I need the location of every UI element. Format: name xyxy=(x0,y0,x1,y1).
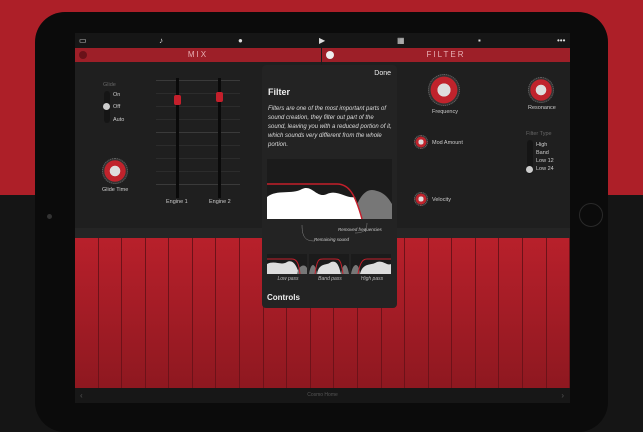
filter-help-popover: Done Filter Filters are one of the most … xyxy=(262,65,397,308)
piano-key[interactable] xyxy=(145,238,170,388)
glide-label: Glide xyxy=(103,82,116,88)
filter-type-thumb[interactable] xyxy=(526,166,533,173)
glide-auto[interactable]: Auto xyxy=(113,117,125,123)
low-pass-example xyxy=(267,254,307,274)
trash-icon[interactable]: ▪ xyxy=(478,36,481,45)
engine2-fader-track[interactable] xyxy=(218,78,221,198)
low-pass-label: Low pass xyxy=(277,276,299,282)
fader-scale-line xyxy=(156,145,240,146)
home-button xyxy=(579,203,603,227)
glide-time-label: Glide Time xyxy=(102,187,129,193)
glide-off[interactable]: Off xyxy=(113,104,121,110)
glide-on[interactable]: On xyxy=(113,92,121,98)
filter-type-band[interactable]: Band xyxy=(536,150,549,156)
note-icon[interactable]: ♪ xyxy=(159,36,163,45)
filter-type-switch[interactable] xyxy=(527,140,533,174)
engine2-fader-thumb[interactable] xyxy=(216,92,223,102)
resonance-knob[interactable] xyxy=(528,77,554,103)
engine1-fader-thumb[interactable] xyxy=(174,95,181,105)
controls-heading: Controls xyxy=(267,293,300,302)
filter-header: FILTER xyxy=(322,48,570,62)
piano-key[interactable] xyxy=(452,238,476,388)
filter-type-high[interactable]: High xyxy=(536,142,548,148)
engine2-label: Engine 2 xyxy=(209,199,231,205)
velocity-knob[interactable] xyxy=(414,192,428,206)
piano-key[interactable] xyxy=(428,238,453,388)
play-icon[interactable]: ▶ xyxy=(319,36,326,45)
resonance-label: Resonance xyxy=(528,105,556,111)
band-pass-label: Band pass xyxy=(318,276,342,282)
bottom-bar: ‹ Cosmo Home › xyxy=(75,388,570,403)
popover-title: Filter xyxy=(268,87,291,97)
engine1-fader-track[interactable] xyxy=(176,78,179,198)
filter-type-low12[interactable]: Low 12 xyxy=(536,158,554,164)
annotation-arrows xyxy=(301,222,368,242)
filter-info-icon[interactable] xyxy=(326,51,334,59)
engine1-label: Engine 1 xyxy=(166,199,188,205)
mod-amount-knob[interactable] xyxy=(414,135,428,149)
piano-key[interactable] xyxy=(240,238,264,388)
grid-icon[interactable]: ▦ xyxy=(397,36,405,45)
velocity-label: Velocity xyxy=(432,197,451,203)
record-icon[interactable]: ● xyxy=(238,36,243,45)
band-pass-example xyxy=(309,254,349,274)
mix-power-icon[interactable] xyxy=(79,51,87,59)
piano-key[interactable] xyxy=(499,238,523,388)
piano-key[interactable] xyxy=(75,238,99,388)
more-icon[interactable]: ••• xyxy=(557,36,566,45)
fader-scale-line xyxy=(156,80,240,81)
inbox-icon[interactable]: ▭ xyxy=(79,36,87,45)
mod-amount-label: Mod Amount xyxy=(432,140,463,146)
piano-key[interactable] xyxy=(522,238,547,388)
toolbar: ▭ ♪ ● ▶ ▦ ▪ ••• xyxy=(75,33,570,48)
frequency-label: Frequency xyxy=(432,109,458,115)
fader-scale-line xyxy=(156,119,240,120)
high-pass-label: High pass xyxy=(360,276,384,282)
camera xyxy=(47,214,52,219)
glide-time-knob[interactable] xyxy=(102,158,128,184)
fader-scale-line xyxy=(156,106,240,107)
filter-type-labels: Low pass Band pass High pass xyxy=(267,276,393,282)
chevron-right-icon[interactable]: › xyxy=(561,391,564,400)
fader-scale-line xyxy=(156,93,240,94)
mix-header: MIX xyxy=(75,48,321,62)
filter-type-examples xyxy=(267,254,393,274)
piano-key[interactable] xyxy=(216,238,241,388)
piano-key[interactable] xyxy=(546,238,570,388)
done-button[interactable]: Done xyxy=(374,70,391,77)
popover-body: Filters are one of the most important pa… xyxy=(268,106,392,148)
frequency-knob[interactable] xyxy=(428,74,460,106)
fader-scale-line xyxy=(156,132,240,133)
filter-title: FILTER xyxy=(426,50,466,59)
filter-type-label: Filter Type xyxy=(526,131,552,137)
mix-title: MIX xyxy=(187,50,209,59)
remaining-shape xyxy=(267,187,362,219)
removed-label: Removed frequencies xyxy=(338,227,382,232)
filter-type-low24[interactable]: Low 24 xyxy=(536,166,554,172)
fader-scale-line xyxy=(156,184,240,185)
bottom-title: Cosmo Home xyxy=(307,392,338,398)
filter-curve xyxy=(267,183,363,220)
fader-scale-line xyxy=(156,158,240,159)
removed-shape xyxy=(352,189,392,219)
piano-key[interactable] xyxy=(122,238,146,388)
high-pass-example xyxy=(351,254,391,274)
piano-key[interactable] xyxy=(98,238,123,388)
glide-switch-thumb[interactable] xyxy=(103,103,110,110)
chevron-left-icon[interactable]: ‹ xyxy=(80,391,83,400)
fader-scale-line xyxy=(156,171,240,172)
piano-key[interactable] xyxy=(169,238,193,388)
piano-key[interactable] xyxy=(192,238,217,388)
remaining-label: Remaining sound xyxy=(314,237,350,242)
piano-key[interactable] xyxy=(475,238,500,388)
piano-key[interactable] xyxy=(405,238,429,388)
filter-illustration xyxy=(267,159,392,242)
